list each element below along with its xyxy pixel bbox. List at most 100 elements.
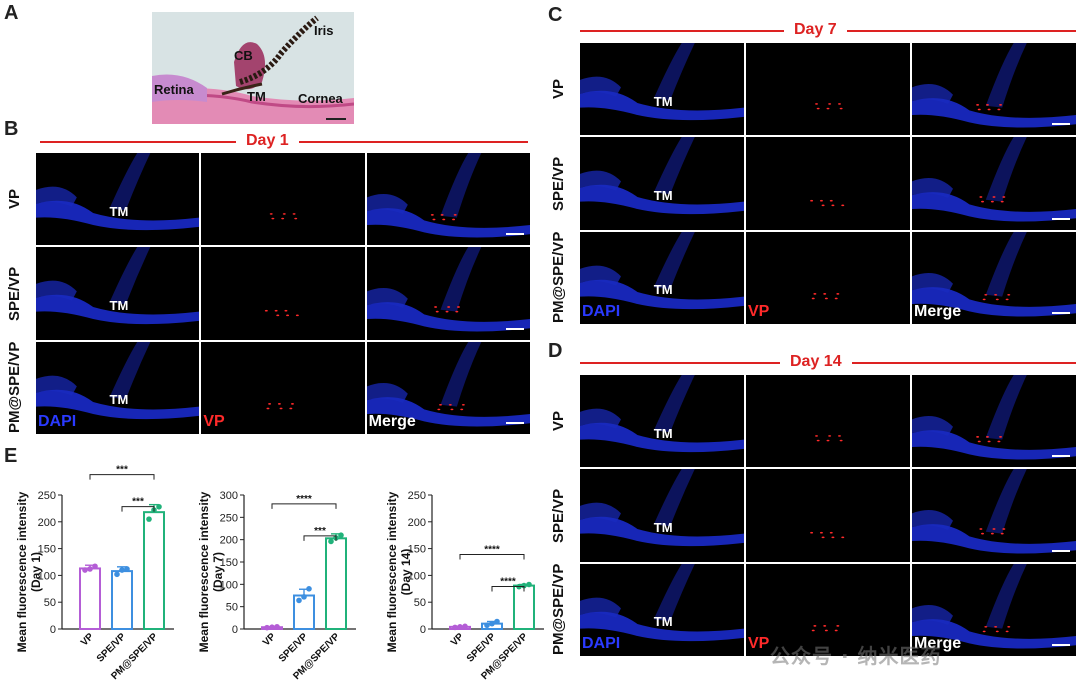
y-tick-label: 200 [38, 517, 56, 529]
panel-label-b: B [4, 118, 19, 140]
day1-cell-vp-dapi: TM [36, 153, 200, 246]
stain-label-merge: Merge [914, 302, 962, 320]
data-point [92, 563, 98, 570]
y-tick-label: 50 [226, 602, 238, 614]
scale-bar [1052, 123, 1070, 126]
day1-cell-pmspevp-merge: Merge [366, 341, 530, 434]
significance-label: *** [116, 465, 128, 476]
scale-bar [505, 233, 524, 236]
significance-bracket [459, 554, 525, 560]
tm-label: TM [109, 203, 129, 219]
data-point [301, 594, 307, 600]
day7-cell-pmspevp-dapi: TM DAPI [580, 231, 744, 324]
y-tick-label: 250 [38, 490, 56, 502]
y-tick-label: 100 [220, 579, 238, 591]
scale-bar [1052, 549, 1070, 552]
data-point [119, 567, 125, 573]
day14-cell-vp-dapi: TM [580, 375, 744, 468]
data-point [306, 586, 312, 592]
day7-cell-vp-merge [912, 43, 1076, 136]
y-tick-label: 100 [38, 570, 56, 582]
day1-cell-vp-merge [366, 153, 530, 246]
tm-label: TM [247, 89, 266, 104]
data-point [82, 567, 88, 573]
stain-label-dapi: DAPI [582, 634, 621, 652]
y-tick-label: 0 [232, 624, 238, 636]
day14-cell-spevp-vp [746, 469, 910, 562]
watermark: 公众号 · 纳米医药 [770, 644, 942, 668]
significance-label: *** [314, 526, 326, 537]
day1-cell-vp-vp [201, 153, 365, 246]
day-header-d: Day 14 [580, 353, 1076, 373]
stain-label-merge: Merge [368, 412, 416, 430]
scale-bar [1052, 643, 1070, 646]
data-point [457, 624, 463, 630]
panel-label-c: C [548, 4, 563, 26]
significance-bracket [121, 506, 155, 512]
y-tick-label: 100 [408, 570, 426, 582]
image-grid-day1: TM TM TM DAPI VP Merge [36, 153, 530, 434]
row-label-day1-2: PM@SPE/VP [6, 342, 23, 434]
day14-cell-vp-vp [746, 375, 910, 468]
day7-cell-pmspevp-vp: VP [746, 231, 910, 324]
y-tick-label: 50 [414, 597, 426, 609]
data-point [489, 620, 495, 627]
data-point [328, 538, 334, 545]
row-label-day1-0: VP [6, 189, 23, 210]
row-label-day14-2: PM@SPE/VP [550, 564, 567, 656]
bar-1 [111, 570, 133, 630]
day1-cell-spevp-vp [201, 247, 365, 340]
y-tick-label: 150 [408, 544, 426, 556]
panel-label-e: E [4, 445, 18, 467]
row-label-day14-1: SPE/VP [550, 488, 567, 543]
tm-label: TM [653, 425, 673, 441]
day14-cell-spevp-merge [912, 469, 1076, 562]
data-point [494, 618, 500, 625]
day-header-c: Day 7 [580, 21, 1076, 41]
y-tick-label: 150 [220, 557, 238, 569]
bar-chart-3: Mean fluorescence intensity(Day 14) 0 50 10… [385, 490, 544, 682]
stain-label-vp: VP [748, 302, 770, 320]
significance-label: **** [296, 494, 312, 505]
y-tick-label: 0 [420, 624, 426, 636]
data-point [274, 623, 280, 630]
row-label-day7-0: VP [550, 79, 567, 100]
day7-cell-spevp-vp [746, 137, 910, 230]
histology-image: Iris CB Retina TM Cornea [152, 12, 354, 124]
y-axis-label: Mean fluorescence intensity(Day 14) [385, 491, 413, 652]
day7-cell-spevp-merge [912, 137, 1076, 230]
panel-label-a: A [4, 2, 19, 24]
y-axis-label: Mean fluorescence intensity(Day 7) [197, 491, 225, 652]
day1-cell-pmspevp-dapi: TM DAPI [36, 341, 200, 434]
significance-bracket [303, 535, 337, 541]
tm-label: TM [653, 614, 673, 630]
data-point [338, 532, 344, 538]
y-tick-label: 0 [50, 624, 56, 636]
y-tick-label: 300 [220, 490, 238, 502]
bar-2 [513, 584, 535, 630]
stain-label-merge: Merge [914, 634, 962, 652]
scale-bar [505, 421, 524, 424]
tm-label: TM [109, 298, 129, 314]
image-grid-day7: TM TM TM DAPI VP Merge [580, 43, 1076, 324]
day7-cell-spevp-dapi: TM [580, 137, 744, 230]
day7-cell-vp-vp [746, 43, 910, 136]
x-tick-label: VP [261, 631, 278, 648]
x-tick-label: VP [449, 631, 466, 648]
tm-label: TM [653, 520, 673, 536]
day1-cell-pmspevp-vp: VP [201, 341, 365, 434]
row-label-day7-2: PM@SPE/VP [550, 232, 567, 324]
tm-label: TM [109, 392, 129, 408]
scale-bar [1052, 217, 1070, 220]
scale-bar [1052, 311, 1070, 314]
y-tick-label: 150 [38, 544, 56, 556]
row-label-day7-1: SPE/VP [550, 156, 567, 211]
stain-label-dapi: DAPI [582, 302, 621, 320]
cornea-label: Cornea [298, 91, 343, 106]
bar-2 [143, 511, 165, 630]
data-point [484, 622, 490, 629]
day-title-c: Day 7 [784, 21, 847, 39]
iris-label: Iris [314, 23, 334, 38]
significance-label: **** [500, 577, 516, 588]
day14-cell-pmspevp-vp: VP [746, 563, 910, 656]
